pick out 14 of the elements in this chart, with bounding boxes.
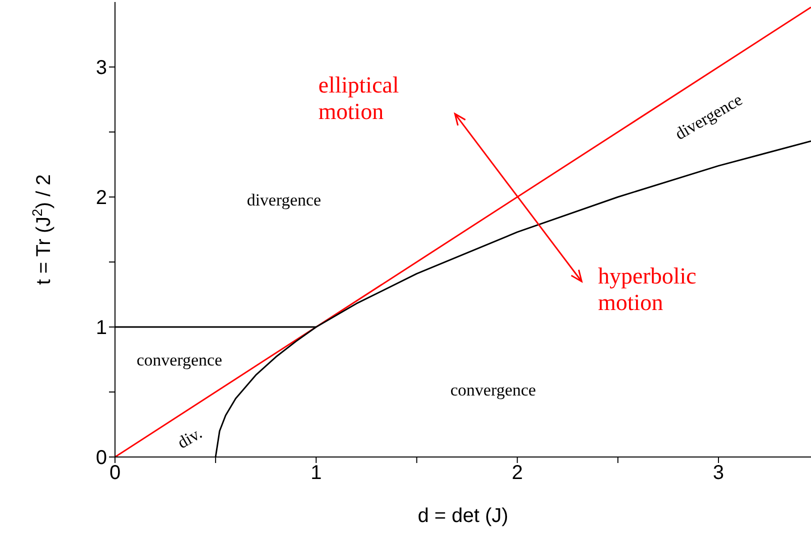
x-tick-label: 3 [712, 462, 724, 484]
y-tick-label: 1 [96, 317, 107, 340]
y-tick-label: 0 [96, 447, 107, 470]
y-tick-label: 2 [96, 187, 107, 210]
x-tick-label: 2 [512, 462, 523, 484]
annotation: convergence [450, 380, 536, 400]
annotation: elliptical motion [318, 72, 399, 124]
annotation: div. [174, 423, 206, 452]
annotation: divergence [246, 190, 322, 210]
x-tick-label: 1 [310, 462, 322, 484]
x-axis-title: d = det (J) [418, 505, 508, 527]
y-tick-label: 3 [96, 57, 107, 80]
annotation: hyperbolic motion [598, 264, 696, 316]
annotation: convergence [136, 350, 222, 370]
